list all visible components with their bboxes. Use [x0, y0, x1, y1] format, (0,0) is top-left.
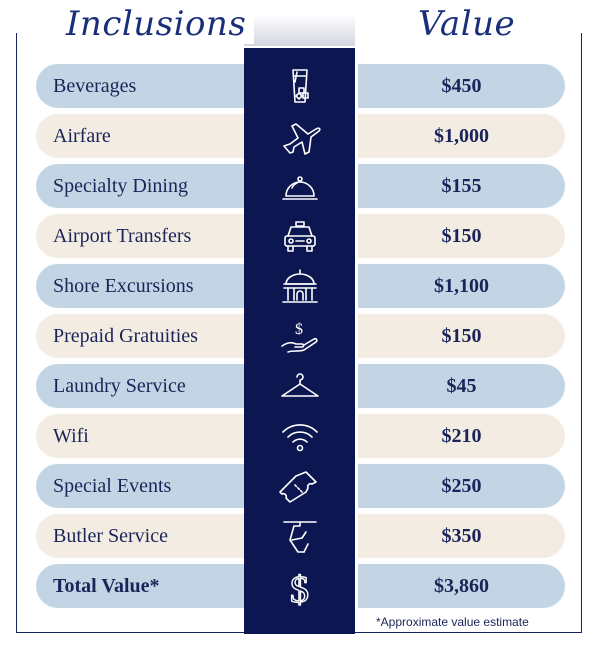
footnote: *Approximate value estimate: [376, 615, 529, 629]
cloche-icon: [274, 164, 326, 208]
inclusion-value: $1,100: [358, 264, 565, 308]
inclusion-label: Special Events: [36, 464, 244, 508]
total-value: $3,860: [358, 564, 565, 608]
inclusion-value: $155: [358, 164, 565, 208]
column-header-shade: [244, 14, 355, 46]
landmark-icon: [274, 264, 326, 308]
inclusion-value: $150: [358, 214, 565, 258]
inclusion-label: Airfare: [36, 114, 244, 158]
inclusion-label: Prepaid Gratuities: [36, 314, 244, 358]
icon-column: [244, 48, 355, 634]
inclusion-label: Shore Excursions: [36, 264, 244, 308]
value-heading: Value: [410, 4, 524, 44]
inclusion-value: $450: [358, 64, 565, 108]
inclusion-value: $250: [358, 464, 565, 508]
inclusion-label: Specialty Dining: [36, 164, 244, 208]
airplane-icon: [274, 114, 326, 158]
hanger-icon: [274, 364, 326, 408]
inclusion-value: $350: [358, 514, 565, 558]
taxi-icon: [274, 214, 326, 258]
total-label: Total Value*: [36, 564, 244, 608]
inclusion-value: $210: [358, 414, 565, 458]
butler-tray-icon: [274, 514, 326, 558]
inclusion-label: Wifi: [36, 414, 244, 458]
hand-dollar-icon: $: [274, 314, 326, 358]
inclusion-label: Beverages: [36, 64, 244, 108]
svg-text:$: $: [290, 569, 309, 606]
inclusion-label: Airport Transfers: [36, 214, 244, 258]
inclusions-heading: Inclusions: [58, 4, 255, 44]
inclusion-label: Butler Service: [36, 514, 244, 558]
svg-text:$: $: [295, 321, 303, 338]
inclusion-value: $45: [358, 364, 565, 408]
dollar-icon: $: [274, 564, 326, 608]
wifi-icon: [274, 414, 326, 458]
inclusion-label: Laundry Service: [36, 364, 244, 408]
inclusion-value: $1,000: [358, 114, 565, 158]
inclusion-value: $150: [358, 314, 565, 358]
beverage-glass-icon: [274, 64, 326, 108]
ticket-icon: [274, 464, 326, 508]
